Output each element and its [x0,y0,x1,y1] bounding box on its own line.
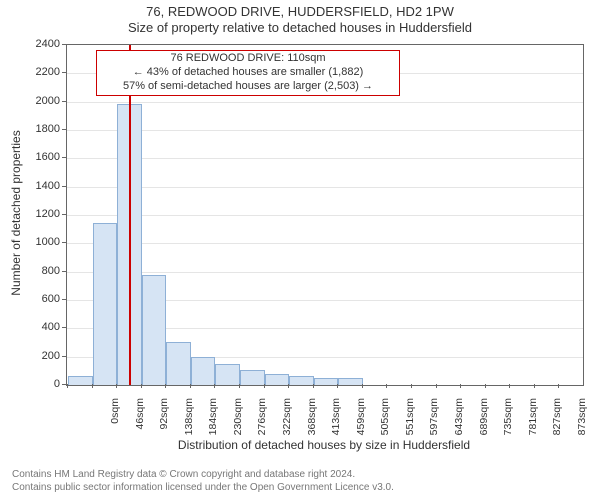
info-line-3: 57% of semi-detached houses are larger (… [103,80,393,94]
x-tick-label: 827sqm [551,398,563,448]
footer: Contains HM Land Registry data © Crown c… [12,469,394,494]
x-tick-label: 184sqm [207,398,219,448]
x-tick-label: 781sqm [527,398,539,448]
footer-line-1: Contains HM Land Registry data © Crown c… [12,469,394,482]
x-tick-label: 322sqm [281,398,293,448]
y-tick [62,44,66,45]
histogram-bar [68,376,93,386]
y-tick [62,101,66,102]
y-tick-label: 1600 [24,151,60,163]
y-tick-label: 1400 [24,180,60,192]
x-tick [190,384,191,388]
x-tick [116,384,117,388]
y-tick [62,72,66,73]
x-tick [386,384,387,388]
x-tick-label: 230sqm [232,398,244,448]
y-tick [62,242,66,243]
x-tick-label: 46sqm [134,398,146,448]
x-tick-label: 643sqm [453,398,465,448]
x-tick-label: 735sqm [502,398,514,448]
chart-container: 76, REDWOOD DRIVE, HUDDERSFIELD, HD2 1PW… [0,0,600,500]
histogram-bar [240,370,265,385]
y-tick-label: 2200 [24,66,60,78]
x-tick [239,384,240,388]
gridline [67,158,583,159]
y-tick-label: 2000 [24,95,60,107]
x-tick [362,384,363,388]
y-tick-label: 400 [24,321,60,333]
y-tick-label: 1000 [24,236,60,248]
y-axis-title: Number of detached properties [9,43,23,383]
histogram-bar [166,342,191,386]
histogram-bar [215,364,240,385]
x-tick-label: 459sqm [355,398,367,448]
y-tick [62,186,66,187]
y-tick [62,384,66,385]
y-tick-label: 600 [24,293,60,305]
x-tick [460,384,461,388]
x-tick [534,384,535,388]
x-tick [436,384,437,388]
x-tick [485,384,486,388]
chart-header: 76, REDWOOD DRIVE, HUDDERSFIELD, HD2 1PW… [0,0,600,37]
x-tick-label: 0sqm [109,398,121,448]
x-tick-label: 276sqm [256,398,268,448]
y-tick [62,299,66,300]
x-tick [92,384,93,388]
histogram-bar [142,275,167,385]
gridline [67,102,583,103]
info-line-2: ← 43% of detached houses are smaller (1,… [103,66,393,80]
histogram-bar [93,223,118,386]
x-tick-label: 413sqm [330,398,342,448]
x-tick-label: 689sqm [478,398,490,448]
histogram-bar [289,376,314,385]
y-tick-label: 1200 [24,208,60,220]
x-tick [67,384,68,388]
x-tick [558,384,559,388]
x-tick [264,384,265,388]
y-tick-label: 0 [24,378,60,390]
x-tick-label: 138sqm [183,398,195,448]
y-tick [62,327,66,328]
gridline [67,215,583,216]
title-line-2: Size of property relative to detached ho… [0,20,600,36]
histogram-bar [338,378,363,385]
y-tick [62,129,66,130]
gridline [67,243,583,244]
title-line-1: 76, REDWOOD DRIVE, HUDDERSFIELD, HD2 1PW [0,4,600,20]
gridline [67,187,583,188]
x-tick-label: 873sqm [576,398,588,448]
x-tick-label: 368sqm [306,398,318,448]
x-tick [509,384,510,388]
gridline [67,130,583,131]
y-tick [62,157,66,158]
x-tick-label: 551sqm [404,398,416,448]
y-tick-label: 800 [24,265,60,277]
x-tick-label: 92sqm [158,398,170,448]
histogram-bar [191,357,216,385]
x-tick [165,384,166,388]
x-tick [141,384,142,388]
x-tick [313,384,314,388]
histogram-bar [265,374,290,385]
x-tick [214,384,215,388]
x-tick [288,384,289,388]
y-tick-label: 200 [24,350,60,362]
histogram-bar [314,378,339,385]
y-tick [62,271,66,272]
footer-line-2: Contains public sector information licen… [12,482,394,495]
y-tick-label: 1800 [24,123,60,135]
x-tick [411,384,412,388]
info-box: 76 REDWOOD DRIVE: 110sqm ← 43% of detach… [96,50,400,96]
x-tick-label: 505sqm [379,398,391,448]
y-tick [62,214,66,215]
info-line-1: 76 REDWOOD DRIVE: 110sqm [103,52,393,66]
x-tick [337,384,338,388]
y-tick [62,356,66,357]
x-tick-label: 597sqm [428,398,440,448]
y-tick-label: 2400 [24,38,60,50]
gridline [67,272,583,273]
